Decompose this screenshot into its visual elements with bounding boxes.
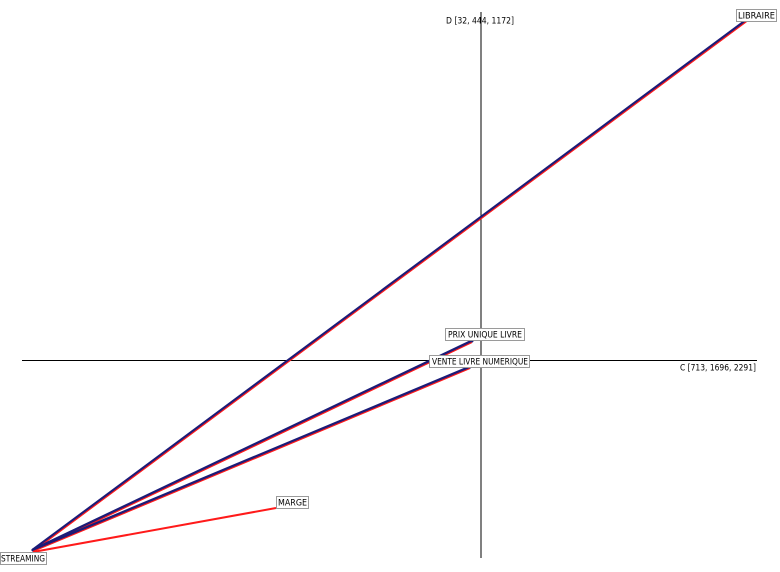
link [32, 507, 277, 553]
node-label: VENTE LIVRE NUMERIQUE [432, 358, 528, 368]
link [32, 341, 473, 553]
node-box [276, 496, 309, 509]
node: VENTE LIVRE NUMERIQUE [429, 355, 530, 368]
node: PRIX UNIQUE LIVRE [445, 328, 525, 341]
axis-label: D [32, 444, 1172] [446, 17, 514, 27]
node-box [736, 9, 777, 22]
link [31, 17, 750, 552]
node: LIBRAIRE [736, 9, 777, 22]
node-label: MARGE [278, 499, 307, 509]
axis-label: C [713, 1696, 2291] [680, 364, 756, 374]
node-box [445, 328, 525, 341]
node-box [429, 355, 530, 368]
node-box [0, 552, 47, 565]
node-label: PRIX UNIQUE LIVRE [448, 331, 522, 341]
node-label: LIBRAIRE [738, 12, 775, 22]
node: STREAMING [0, 552, 47, 565]
node-label: STREAMING [1, 555, 45, 565]
link [32, 20, 749, 552]
node: MARGE [276, 496, 309, 509]
link [32, 367, 471, 553]
links [31, 17, 750, 553]
link [31, 365, 472, 552]
link [31, 339, 474, 552]
